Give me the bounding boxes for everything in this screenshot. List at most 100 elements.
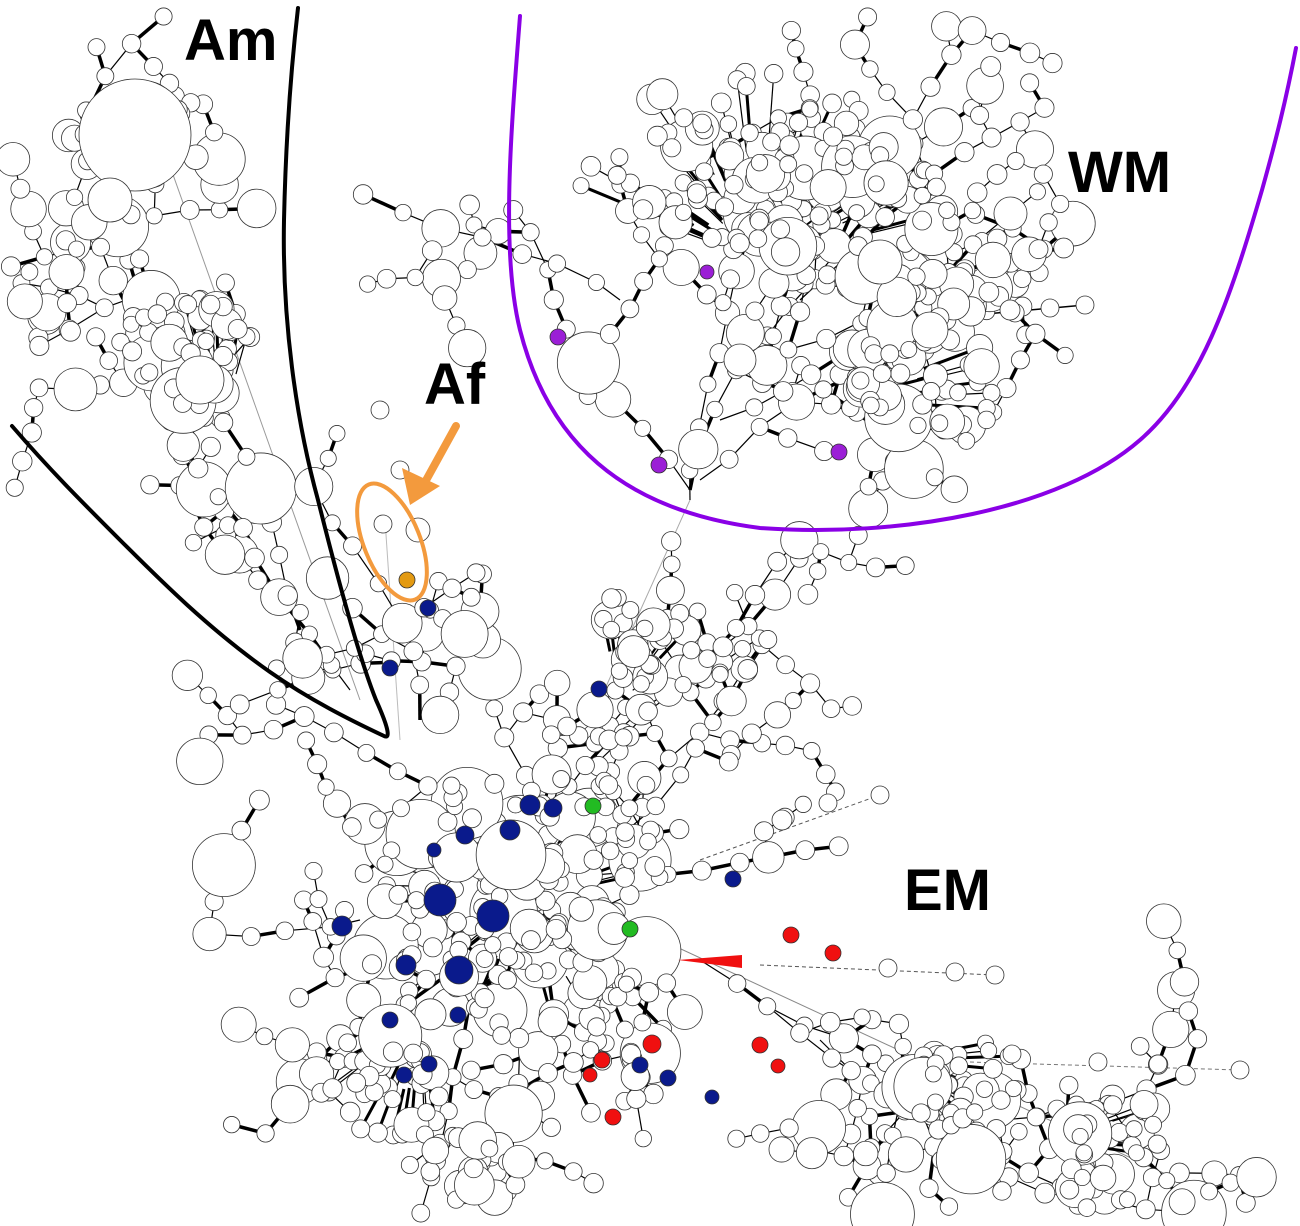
highlighted-haplotype-node [419, 599, 437, 617]
haplotype-node [858, 7, 878, 27]
haplotype-node [749, 211, 769, 231]
haplotype-node [256, 1124, 275, 1143]
haplotype-node [656, 973, 676, 993]
am-region-boundary [10, 6, 390, 739]
haplotype-node [270, 545, 289, 564]
haplotype-node [417, 1103, 436, 1122]
haplotype-node [614, 867, 635, 888]
haplotype-node [828, 836, 849, 857]
haplotype-node [275, 921, 295, 941]
haplotype-node [536, 1152, 554, 1170]
haplotype-node [710, 92, 732, 114]
haplotype-node [890, 363, 911, 384]
haplotype-node [95, 298, 114, 318]
haplotype-node [963, 348, 1000, 385]
arrow-down-left-icon [402, 422, 460, 505]
haplotype-node [1118, 1191, 1136, 1209]
haplotype-node [53, 367, 98, 412]
haplotype-node [406, 268, 424, 287]
haplotype-node [389, 762, 407, 781]
haplotype-node [145, 207, 163, 225]
haplotype-node [626, 1088, 647, 1109]
haplotype-node [437, 811, 458, 832]
haplotype-node [175, 355, 225, 405]
haplotype-node [480, 1139, 499, 1158]
highlighted-haplotype-node [420, 1055, 438, 1073]
haplotype-node [179, 200, 200, 220]
highlighted-haplotype-node [398, 571, 416, 589]
haplotype-node [924, 1065, 942, 1083]
haplotype-node [692, 113, 712, 134]
highlighted-haplotype-node [582, 1067, 598, 1083]
haplotype-node [210, 201, 229, 219]
haplotype-node [233, 518, 253, 538]
haplotype-node [351, 1119, 371, 1139]
haplotype-node [457, 260, 477, 280]
haplotype-node [461, 587, 481, 607]
haplotype-node [600, 841, 620, 861]
haplotype-node [714, 141, 745, 171]
haplotype-node [909, 416, 927, 434]
haplotype-node [1200, 1182, 1218, 1201]
haplotype-node [184, 533, 203, 552]
haplotype-node [977, 410, 996, 430]
haplotype-node [931, 11, 962, 42]
haplotype-node [963, 201, 982, 220]
haplotype-node [853, 1140, 879, 1167]
haplotype-node [475, 950, 494, 968]
haplotype-node [639, 832, 657, 851]
haplotype-node [223, 1116, 241, 1134]
highlighted-haplotype-node [704, 1089, 720, 1105]
haplotype-node [446, 912, 467, 933]
haplotype-node [618, 975, 635, 993]
haplotype-node [927, 177, 946, 197]
highlighted-haplotype-node [604, 1108, 622, 1126]
haplotype-node [940, 475, 968, 503]
haplotype-node [512, 244, 532, 264]
haplotype-node [661, 531, 682, 552]
haplotype-node [859, 477, 878, 496]
highlighted-haplotype-node [395, 954, 417, 976]
haplotype-node [440, 610, 489, 658]
region-label-wm: WM [1068, 140, 1172, 205]
haplotype-node [633, 1013, 652, 1032]
haplotype-node [432, 285, 458, 311]
haplotype-node [325, 968, 345, 988]
haplotype-node [1010, 350, 1030, 370]
haplotype-node [674, 203, 692, 221]
highlighted-haplotype-node [455, 825, 475, 845]
highlighted-haplotype-node [782, 926, 800, 944]
haplotype-node [1178, 1001, 1198, 1021]
haplotype-node [209, 488, 227, 506]
haplotype-node [464, 1080, 484, 1099]
region-label-am: Am [184, 8, 278, 73]
haplotype-node [91, 237, 110, 257]
haplotype-node [1075, 295, 1095, 315]
haplotype-node [767, 551, 788, 572]
haplotype-node [48, 254, 85, 290]
haplotype-node [822, 1048, 842, 1068]
haplotype-node [650, 250, 668, 268]
haplotype-node [851, 371, 870, 390]
highlighted-haplotype-node [770, 1058, 786, 1074]
haplotype-node [719, 449, 739, 469]
haplotype-node [421, 1136, 450, 1165]
haplotype-node [993, 196, 1028, 231]
haplotype-node [764, 327, 782, 345]
highlighted-nodes [331, 264, 848, 1126]
haplotype-node [400, 1156, 419, 1174]
haplotype-node [282, 638, 323, 679]
haplotype-node [122, 341, 143, 362]
haplotype-node [580, 156, 602, 177]
haplotype-node [682, 641, 701, 660]
haplotype-node [646, 725, 664, 742]
haplotype-node [199, 686, 217, 705]
highlighted-haplotype-node [642, 1034, 662, 1054]
haplotype-node [880, 344, 900, 364]
haplotype-node [779, 155, 798, 174]
haplotype-node [1152, 1010, 1190, 1049]
haplotype-node [726, 583, 744, 602]
haplotype-node [862, 1044, 882, 1065]
haplotype-node [1130, 1037, 1150, 1056]
haplotype-node [720, 269, 740, 289]
